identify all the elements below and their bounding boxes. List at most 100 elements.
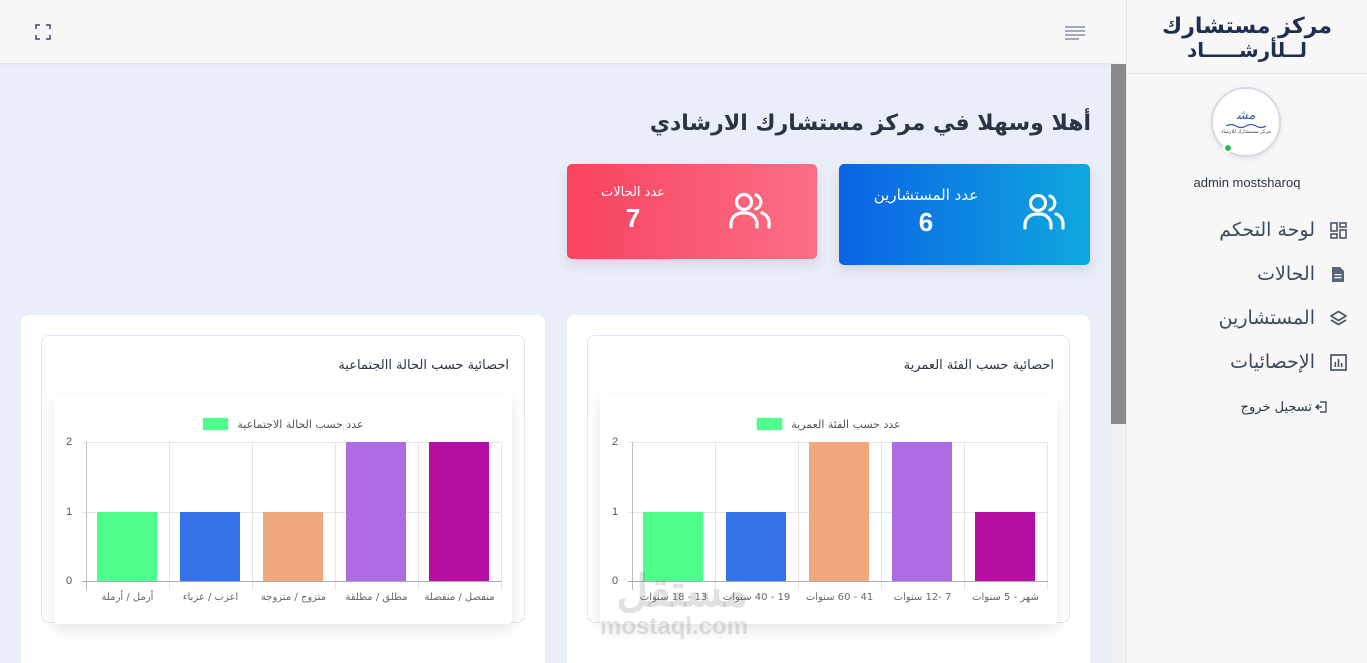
chart-bar[interactable] <box>263 511 323 581</box>
plot-area: 2 1 0 13 - 18 سنوات 19 - 40 سنوات 41 - 60 … <box>612 436 1048 603</box>
legend-swatch <box>756 417 784 431</box>
sidebar-item-label: لوحة التحكم <box>1219 219 1315 241</box>
topbar <box>0 0 1126 63</box>
stat-card-cases[interactable]: عدد الحالات 7 <box>567 164 817 259</box>
sidebar-toggle-button[interactable] <box>1065 25 1087 41</box>
sidebar-item-label: المستشارين <box>1218 307 1315 329</box>
stat-label: عدد الحالات <box>600 185 666 200</box>
bars <box>632 442 1048 581</box>
brand-line1: مركز مستشارك <box>1162 13 1332 39</box>
stat-value: 6 <box>918 207 934 237</box>
x-tick-label: اعزب / عزباء <box>182 592 239 603</box>
main-scrollbar[interactable] <box>1111 63 1126 663</box>
grid-line <box>881 442 882 590</box>
fullscreen-icon <box>35 24 51 40</box>
y-tick: 0 <box>612 575 619 587</box>
grid-line <box>501 442 502 590</box>
chart-bar[interactable] <box>97 511 157 581</box>
logout-label: تسجيل خروج <box>1240 400 1312 415</box>
plot-area: 2 1 0 أرمل / أرملة اعزب / عزباء متزوج / مت… <box>66 436 502 603</box>
legend-swatch <box>202 417 230 431</box>
grid-line <box>169 442 170 590</box>
y-tick: 2 <box>612 436 619 448</box>
document-icon <box>1329 265 1347 283</box>
grid-line <box>335 442 336 590</box>
sidebar-item-dashboard[interactable]: لوحة التحكم <box>1147 208 1347 252</box>
x-tick-label: 41 - 60 سنوات <box>805 592 874 603</box>
chart-legend[interactable]: عدد حسب الحالة الاجتماعية <box>54 417 512 431</box>
dashboard-icon <box>1329 221 1347 239</box>
avatar-logo-text: مركز مستشارك للارشاد <box>1221 128 1271 135</box>
x-tick-label: 7 -12 سنوات <box>893 592 952 603</box>
sidebar-item-cases[interactable]: الحالات <box>1147 252 1347 296</box>
sidebar-item-consultants[interactable]: المستشارين <box>1147 296 1347 340</box>
legend-label: عدد حسب الحالة الاجتماعية <box>237 417 364 431</box>
y-axis <box>86 442 87 590</box>
sidebar: مركز مستشارك لــلأرشـــــاد ﻣﺸ مركز مستش… <box>1126 0 1367 663</box>
chart-bar[interactable] <box>180 511 240 581</box>
wave-icon <box>1226 123 1266 128</box>
chart-legend[interactable]: عدد حسب الفئة العمرية <box>600 417 1057 431</box>
sidebar-item-label: الحالات <box>1257 263 1315 285</box>
marital-stats-card: احصائية حسب الحالة االجتماعية عدد حسب ال… <box>41 335 525 624</box>
x-tick-label: شهر - 5 سنوات <box>972 592 1039 603</box>
scrollbar-thumb[interactable] <box>1111 64 1126 424</box>
grid-line <box>715 442 716 590</box>
avatar[interactable]: ﻣﺸ مركز مستشارك للارشاد <box>1211 87 1281 157</box>
stat-label: عدد المستشارين <box>873 186 979 204</box>
legend-label: عدد حسب الفئة العمرية <box>791 417 901 431</box>
chart-bar[interactable] <box>429 442 489 581</box>
grid-line <box>964 442 965 590</box>
logout-icon <box>1315 398 1327 417</box>
grid-line <box>1047 442 1048 590</box>
sidebar-nav: لوحة التحكم الحالات المستشارين الإحصائيا… <box>1147 208 1347 384</box>
brand-line2: لــلأرشـــــاد <box>1187 37 1307 62</box>
panel-title: احصائية حسب الحالة االجتماعية <box>338 358 509 373</box>
username: admin mostsharoq <box>1193 175 1301 190</box>
stat-value: 7 <box>625 203 641 233</box>
y-tick: 0 <box>66 575 73 587</box>
y-axis <box>632 442 633 590</box>
age-chart: عدد حسب الفئة العمرية 2 1 0 13 - 18 سنوا… <box>600 394 1057 624</box>
x-tick-label: 19 - 40 سنوات <box>722 592 791 603</box>
y-tick: 2 <box>66 436 73 448</box>
marital-chart: عدد حسب الحالة الاجتماعية 2 1 0 أرمل / أ… <box>54 394 512 624</box>
y-tick: 1 <box>612 506 619 518</box>
x-tick-label: متزوج / متزوجة <box>260 592 327 603</box>
sidebar-item-statistics[interactable]: الإحصائيات <box>1147 340 1347 384</box>
chart-bar[interactable] <box>643 511 703 581</box>
chart-bar[interactable] <box>346 442 406 581</box>
grid-line <box>418 442 419 590</box>
x-tick-label: أرمل / أرملة <box>101 592 154 603</box>
age-stats-panel: احصائية حسب الفئة العمرية عدد حسب الفئة … <box>567 315 1090 663</box>
x-axis <box>628 581 1048 582</box>
marital-stats-panel: احصائية حسب الحالة االجتماعية عدد حسب ال… <box>21 315 545 663</box>
layers-icon <box>1329 309 1347 327</box>
users-icon <box>1023 193 1065 230</box>
users-icon <box>729 192 771 229</box>
avatar-logo-mark: ﻣﺸ <box>1236 107 1256 123</box>
age-stats-card: احصائية حسب الفئة العمرية عدد حسب الفئة … <box>587 335 1070 624</box>
panel-title: احصائية حسب الفئة العمرية <box>903 358 1054 373</box>
bars <box>86 442 502 581</box>
chart-bar[interactable] <box>726 511 786 581</box>
stat-card-consultants[interactable]: عدد المستشارين 6 <box>839 164 1090 265</box>
sidebar-item-label: الإحصائيات <box>1230 351 1315 373</box>
logout-button[interactable]: تسجيل خروج <box>1241 398 1327 417</box>
page-title: أهلا وسهلا في مركز مستشارك الارشادي <box>649 111 1091 136</box>
x-tick-label: منفصل / منفصلة <box>424 592 495 603</box>
y-tick: 1 <box>66 506 73 518</box>
grid-line <box>798 442 799 590</box>
x-tick-label: مطلق / مطلقة <box>345 592 408 603</box>
hamburger-icon <box>1065 26 1085 40</box>
chart-bar[interactable] <box>975 511 1035 581</box>
x-tick-label: 13 - 18 سنوات <box>639 592 708 603</box>
grid-line <box>252 442 253 590</box>
chart-bar[interactable] <box>809 442 869 581</box>
online-status-dot <box>1223 143 1233 153</box>
brand-logo[interactable]: مركز مستشارك لــلأرشـــــاد <box>1127 0 1367 74</box>
bar-chart-icon <box>1329 353 1347 371</box>
chart-bar[interactable] <box>892 442 952 581</box>
grid-line <box>82 442 502 443</box>
fullscreen-button[interactable] <box>34 23 52 41</box>
